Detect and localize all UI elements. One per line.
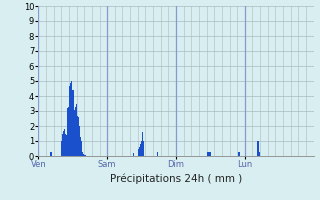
Bar xyxy=(70,82,71,156)
Bar xyxy=(79,126,80,156)
Bar xyxy=(83,154,84,156)
Bar xyxy=(71,81,72,156)
Bar xyxy=(80,137,81,156)
Bar xyxy=(259,152,260,156)
Bar xyxy=(139,147,140,156)
Bar xyxy=(72,90,73,156)
Bar xyxy=(75,106,76,156)
Bar xyxy=(239,152,240,156)
Bar xyxy=(63,130,64,156)
Bar xyxy=(257,141,258,156)
Bar xyxy=(65,134,66,156)
Bar xyxy=(51,152,52,156)
Bar xyxy=(73,90,74,156)
Bar xyxy=(50,152,51,156)
Bar xyxy=(81,141,82,156)
Bar xyxy=(238,152,239,156)
Bar xyxy=(64,129,65,156)
Bar xyxy=(68,106,69,156)
Bar xyxy=(84,154,85,156)
Bar xyxy=(141,141,142,156)
Bar xyxy=(85,155,86,156)
Bar xyxy=(143,142,144,156)
Bar xyxy=(67,108,68,156)
Bar xyxy=(140,144,141,156)
Bar xyxy=(209,152,210,156)
Bar xyxy=(258,141,259,156)
Bar xyxy=(69,86,70,156)
Bar xyxy=(142,141,143,156)
Bar xyxy=(82,152,83,156)
Bar xyxy=(76,116,77,156)
Bar xyxy=(138,148,139,156)
Bar xyxy=(210,152,211,156)
Bar xyxy=(77,117,78,156)
Bar xyxy=(62,134,63,156)
Bar xyxy=(157,152,158,156)
Bar xyxy=(74,110,75,156)
Bar xyxy=(66,135,67,156)
X-axis label: Précipitations 24h ( mm ): Précipitations 24h ( mm ) xyxy=(110,173,242,184)
Bar xyxy=(208,152,209,156)
Bar xyxy=(207,152,208,156)
Bar xyxy=(78,117,79,156)
Bar xyxy=(61,141,62,156)
Bar xyxy=(133,153,134,156)
